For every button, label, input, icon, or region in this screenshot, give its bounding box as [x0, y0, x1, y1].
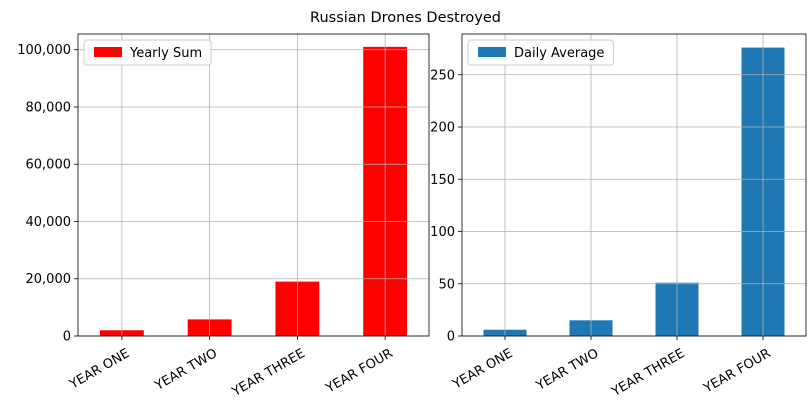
legend-label: Yearly Sum — [129, 46, 202, 61]
legend-swatch — [478, 47, 506, 57]
legend: Daily Average — [467, 39, 614, 66]
legend: Yearly Sum — [83, 39, 212, 66]
y-tick-label: 0 — [63, 330, 71, 345]
y-tick-label: 150 — [430, 173, 455, 188]
x-tick-label: YEAR THREE — [609, 346, 688, 400]
y-tick-label: 40,000 — [26, 215, 72, 230]
y-tick-label: 100 — [430, 225, 455, 240]
legend-label: Daily Average — [514, 46, 604, 61]
x-tick-label: YEAR TWO — [533, 346, 601, 394]
y-tick-label: 60,000 — [26, 158, 72, 173]
y-tick-label: 250 — [430, 68, 455, 83]
legend-box — [83, 39, 212, 66]
y-tick-label: 50 — [438, 277, 455, 292]
chart-panel-2: 0 50 100 150 200 250 YEAR ONE YEAR TWO YEAR THRE… — [430, 33, 807, 400]
axes-frame — [77, 33, 430, 337]
y-tick-label: 0 — [447, 330, 455, 345]
x-tick-label: YEAR ONE — [450, 346, 516, 393]
y-tick-label: 20,000 — [26, 272, 72, 287]
x-tick-label: YEAR ONE — [66, 346, 132, 393]
figure-title: Russian Drones Destroyed — [310, 10, 501, 26]
x-tick-label: YEAR FOUR — [323, 346, 396, 397]
y-tick-label: 100,000 — [17, 43, 71, 58]
x-tick-label: YEAR FOUR — [701, 346, 774, 397]
x-tick-label: YEAR TWO — [152, 346, 220, 394]
x-tick-label: YEAR THREE — [229, 346, 308, 400]
y-tick-label: 200 — [430, 121, 455, 136]
y-tick-label: 80,000 — [26, 100, 72, 115]
chart-panel-1: 0 20,000 40,000 60,000 80,000 100,000 YEAR ONE… — [17, 33, 430, 400]
axes-frame — [461, 33, 807, 337]
legend-swatch — [94, 47, 122, 57]
legend-box — [467, 39, 614, 66]
